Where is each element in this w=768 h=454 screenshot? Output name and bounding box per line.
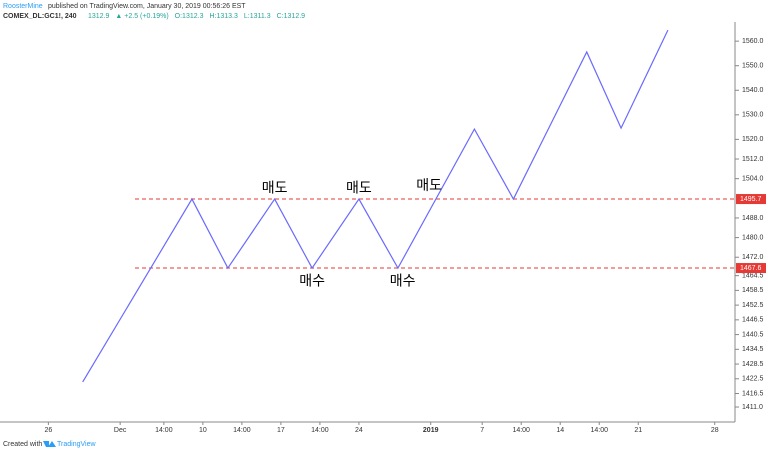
y-tick-label: 1488.0 bbox=[742, 215, 764, 222]
quote-item: O:1312.3 bbox=[175, 13, 204, 20]
y-tick-label: 1560.0 bbox=[742, 38, 764, 45]
y-tick-label: 1480.0 bbox=[742, 234, 764, 241]
x-tick-label: 24 bbox=[355, 427, 363, 434]
level-tag bbox=[736, 263, 766, 274]
y-tick-label: 1540.0 bbox=[742, 87, 764, 94]
quote-item: H:1313.3 bbox=[209, 13, 238, 20]
quote-item: C:1312.9 bbox=[277, 13, 306, 20]
quote: 1312.9 ▲ +2.5 (+0.19%) O:1312.3 H:1313.3 L:1… bbox=[88, 13, 305, 20]
x-tick-label: 14 bbox=[556, 427, 564, 434]
quote-item: 1312.9 bbox=[88, 13, 110, 20]
y-tick-label: 1422.5 bbox=[742, 376, 764, 383]
x-tick-label: 21 bbox=[634, 427, 642, 434]
x-tick-label: 14:00 bbox=[512, 427, 530, 434]
level-tag bbox=[736, 194, 766, 205]
y-tick-label: 1458.5 bbox=[742, 287, 764, 294]
y-tick-label: 1452.5 bbox=[742, 302, 764, 309]
footer-text: Created with bbox=[3, 441, 42, 448]
y-tick-label: 1411.0 bbox=[742, 404, 763, 411]
symbol: COMEX_DL:GC1!, 240 bbox=[3, 13, 77, 20]
level-label: 1467.6 bbox=[740, 265, 762, 272]
y-tick-label: 1440.5 bbox=[742, 331, 764, 338]
annotation: 매수 bbox=[390, 273, 416, 289]
x-tick-label: 14:00 bbox=[311, 427, 329, 434]
quote-item: L:1311.3 bbox=[244, 13, 271, 20]
author: RoosterMine bbox=[3, 3, 43, 10]
y-tick-label: 1416.5 bbox=[742, 390, 764, 397]
x-tick-label: 14:00 bbox=[155, 427, 173, 434]
x-tick-label: 2019 bbox=[423, 427, 439, 434]
x-tick-label: 26 bbox=[44, 427, 52, 434]
x-tick-label: 10 bbox=[199, 427, 207, 434]
footer-brand: TradingView bbox=[57, 441, 96, 448]
published: published on TradingView.com, January 30… bbox=[48, 3, 246, 10]
x-tick-label: 7 bbox=[480, 427, 484, 434]
logo bbox=[43, 441, 56, 447]
y-tick-label: 1520.0 bbox=[742, 136, 764, 143]
y-tick-label: 1530.0 bbox=[742, 112, 764, 119]
y-tick-label: 1464.5 bbox=[742, 272, 764, 279]
x-tick-label: 28 bbox=[711, 427, 719, 434]
annotation: 매도 bbox=[346, 180, 372, 196]
annotation: 매도 bbox=[416, 178, 442, 194]
x-tick-label: 17 bbox=[277, 427, 285, 434]
level-label: 1495.7 bbox=[740, 196, 762, 203]
y-tick-label: 1428.5 bbox=[742, 361, 764, 368]
x-tick-label: Dec bbox=[114, 427, 127, 434]
y-tick-label: 1512.0 bbox=[742, 156, 764, 163]
quote-item: ▲ +2.5 (+0.19%) bbox=[115, 13, 168, 20]
annotation: 매도 bbox=[262, 180, 288, 196]
y-tick-label: 1550.0 bbox=[742, 63, 764, 70]
y-tick-label: 1504.0 bbox=[742, 176, 764, 183]
x-tick-label: 14:00 bbox=[233, 427, 251, 434]
y-tick-label: 1446.5 bbox=[742, 317, 764, 324]
annotation: 매수 bbox=[299, 273, 325, 289]
price-line bbox=[82, 29, 669, 383]
y-tick-label: 1472.0 bbox=[742, 254, 764, 261]
y-tick-label: 1434.5 bbox=[742, 346, 764, 353]
x-tick-label: 14:00 bbox=[590, 427, 608, 434]
